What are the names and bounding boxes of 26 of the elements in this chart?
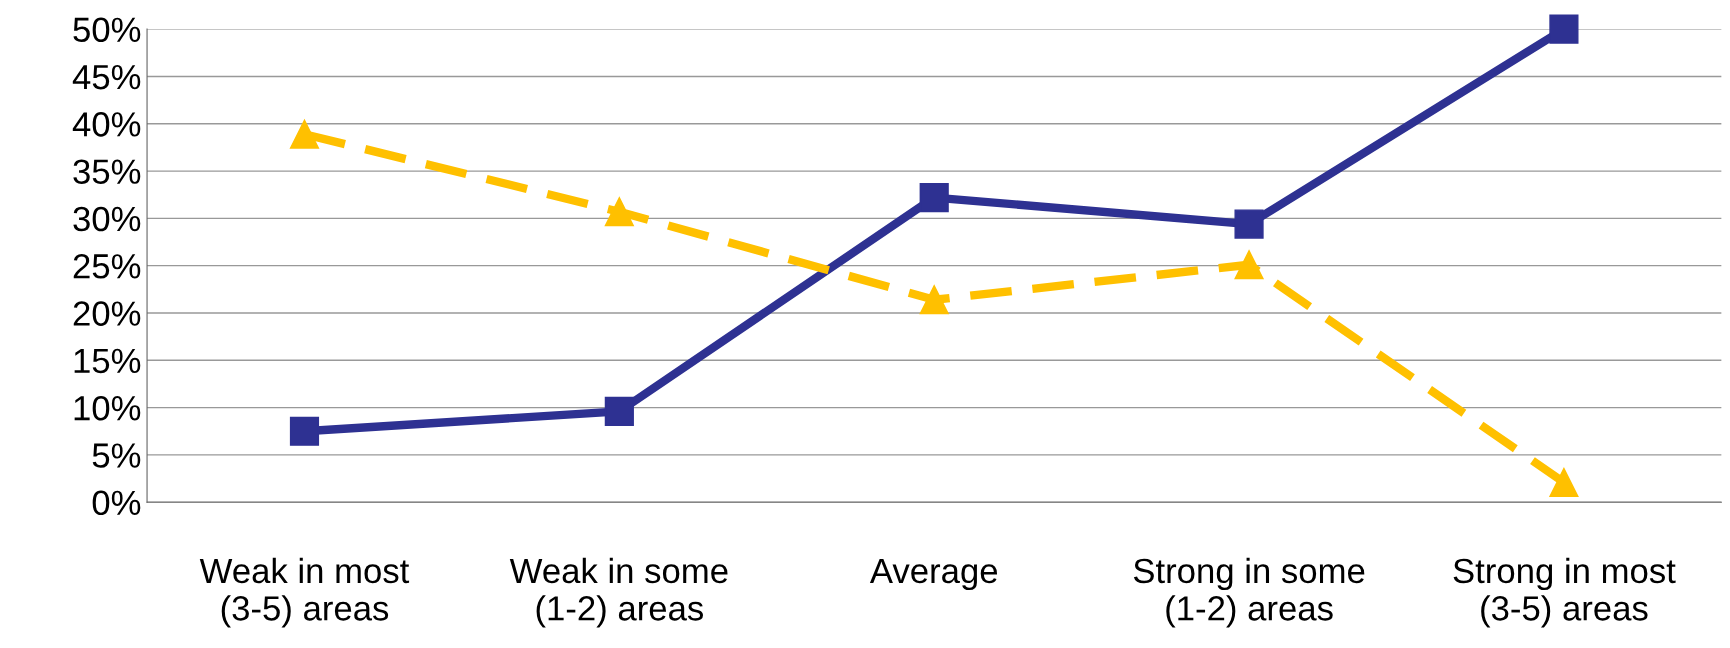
point bbox=[919, 182, 949, 213]
y-tick-label: 15% bbox=[74, 348, 141, 374]
point bbox=[1234, 209, 1264, 239]
x-tick-label: Strong in most (3-5) areas bbox=[1453, 557, 1676, 628]
y-tick-label: 50% bbox=[73, 17, 141, 43]
point bbox=[604, 396, 634, 426]
y-tick-label: 0% bbox=[92, 490, 141, 516]
x-tick-label: Weak in some (1-2) areas bbox=[509, 557, 728, 628]
y-tick-label: 40% bbox=[72, 112, 141, 137]
x-tick-label: Strong in some (1-2) areas bbox=[1133, 557, 1365, 628]
point bbox=[1549, 467, 1579, 497]
y-tick-label: 20% bbox=[73, 301, 141, 326]
y-tick-label: 35% bbox=[73, 159, 141, 184]
x-tick-label: Average bbox=[869, 559, 998, 591]
point bbox=[289, 119, 320, 149]
y-tick-label: 5% bbox=[92, 443, 141, 468]
point bbox=[1234, 250, 1264, 280]
point bbox=[1549, 14, 1579, 44]
x-tick-label: Weak in most (3-5) areas bbox=[199, 557, 410, 628]
point bbox=[604, 197, 634, 227]
y-tick-label: 25% bbox=[73, 254, 141, 279]
point bbox=[289, 416, 320, 446]
y-tick-label: 45% bbox=[72, 64, 141, 90]
y-tick-label: 30% bbox=[73, 206, 141, 232]
point bbox=[919, 285, 949, 315]
y-tick-label: 10% bbox=[74, 395, 141, 421]
